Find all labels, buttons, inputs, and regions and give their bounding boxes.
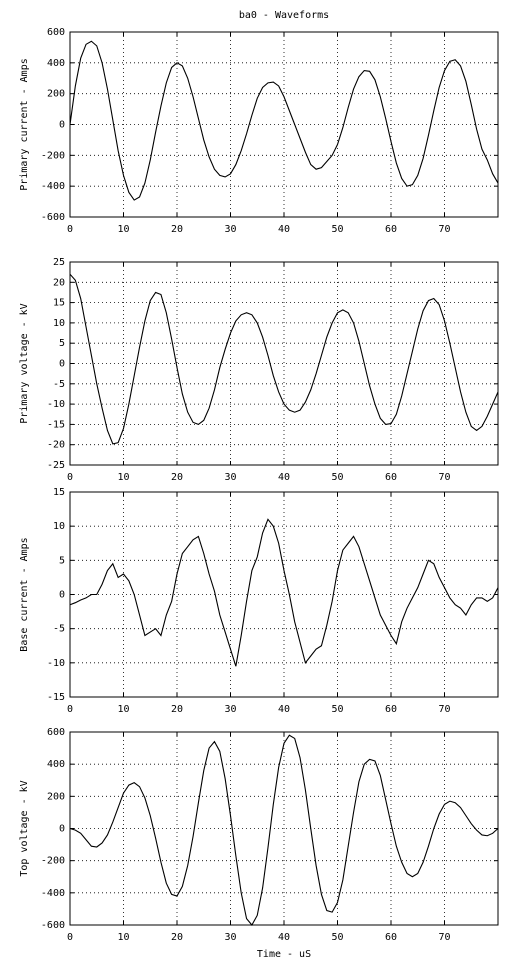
x-tick-label: 20 <box>171 704 183 715</box>
x-tick-label: 0 <box>67 472 73 483</box>
y-axis-label: Primary voltage - kV <box>19 303 30 423</box>
y-tick-label: -600 <box>41 920 65 931</box>
x-tick-label: 0 <box>67 224 73 235</box>
x-tick-label: 40 <box>278 472 290 483</box>
y-tick-label: 10 <box>53 318 65 329</box>
x-tick-label: 20 <box>171 932 183 943</box>
y-tick-label: 5 <box>59 338 65 349</box>
y-tick-label: -10 <box>47 658 65 669</box>
x-tick-label: 0 <box>67 932 73 943</box>
y-tick-label: 5 <box>59 555 65 566</box>
x-tick-label: 60 <box>385 704 397 715</box>
x-tick-label: 60 <box>385 932 397 943</box>
x-tick-label: 70 <box>438 704 450 715</box>
x-tick-label: 30 <box>224 932 236 943</box>
y-tick-label: 400 <box>47 58 65 69</box>
x-tick-label: 40 <box>278 704 290 715</box>
y-tick-label: -400 <box>41 181 65 192</box>
y-tick-label: -15 <box>47 692 65 703</box>
y-tick-label: 400 <box>47 759 65 770</box>
y-tick-label: 0 <box>59 120 65 131</box>
waveform-line <box>69 734 499 926</box>
y-tick-label: 15 <box>53 487 65 498</box>
x-tick-label: 30 <box>224 472 236 483</box>
y-tick-label: -5 <box>53 624 65 635</box>
x-tick-label: 70 <box>438 472 450 483</box>
x-tick-label: 50 <box>331 224 343 235</box>
y-tick-label: -15 <box>47 419 65 430</box>
x-tick-label: 10 <box>117 932 129 943</box>
plot-frame <box>69 491 499 698</box>
x-tick-label: 40 <box>278 932 290 943</box>
x-axis-label: Time - uS <box>257 949 311 960</box>
y-tick-label: -5 <box>53 379 65 390</box>
x-tick-label: 70 <box>438 932 450 943</box>
x-tick-label: 60 <box>385 472 397 483</box>
y-tick-label: 15 <box>53 298 65 309</box>
y-tick-label: -25 <box>47 460 65 471</box>
y-tick-label: 20 <box>53 277 65 288</box>
y-tick-label: -200 <box>41 150 65 161</box>
y-tick-label: -20 <box>47 440 65 451</box>
x-tick-label: 40 <box>278 224 290 235</box>
y-tick-label: 10 <box>53 521 65 532</box>
y-tick-label: -200 <box>41 856 65 867</box>
y-tick-label: -400 <box>41 888 65 899</box>
waveform-line <box>69 40 499 201</box>
y-tick-label: 600 <box>47 727 65 738</box>
y-tick-label: 25 <box>53 257 65 268</box>
waveform-line <box>69 518 499 667</box>
x-tick-label: 20 <box>171 472 183 483</box>
x-tick-label: 10 <box>117 704 129 715</box>
waveform-line <box>69 273 499 445</box>
y-tick-label: 0 <box>59 590 65 601</box>
y-tick-label: 0 <box>59 824 65 835</box>
chart-title: ba0 - Waveforms <box>239 10 329 21</box>
x-tick-label: 50 <box>331 472 343 483</box>
x-tick-label: 10 <box>117 224 129 235</box>
x-tick-label: 50 <box>331 932 343 943</box>
plot-frame <box>69 261 499 466</box>
x-tick-label: 50 <box>331 704 343 715</box>
y-tick-label: -600 <box>41 212 65 223</box>
y-tick-label: 600 <box>47 27 65 38</box>
x-tick-label: 70 <box>438 224 450 235</box>
x-tick-label: 20 <box>171 224 183 235</box>
y-tick-label: 200 <box>47 89 65 100</box>
y-axis-label: Base current - Amps <box>19 537 30 651</box>
y-tick-label: 200 <box>47 791 65 802</box>
x-tick-label: 60 <box>385 224 397 235</box>
x-tick-label: 30 <box>224 224 236 235</box>
x-tick-label: 10 <box>117 472 129 483</box>
x-tick-label: 30 <box>224 704 236 715</box>
y-tick-label: -10 <box>47 399 65 410</box>
x-tick-label: 0 <box>67 704 73 715</box>
y-tick-label: 0 <box>59 359 65 370</box>
y-axis-label: Top voltage - kV <box>19 780 30 876</box>
y-axis-label: Primary current - Amps <box>19 58 30 190</box>
